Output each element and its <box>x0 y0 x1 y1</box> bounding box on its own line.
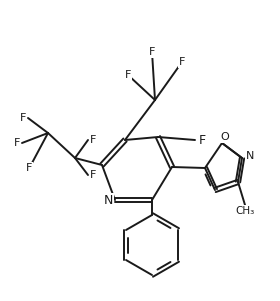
Text: F: F <box>125 70 131 80</box>
Text: F: F <box>149 47 155 57</box>
Text: O: O <box>221 132 229 142</box>
Text: F: F <box>14 138 20 148</box>
Text: F: F <box>90 170 96 180</box>
Text: F: F <box>20 113 26 123</box>
Text: F: F <box>26 163 32 173</box>
Text: F: F <box>90 135 96 145</box>
Text: CH₃: CH₃ <box>235 206 255 216</box>
Text: N: N <box>103 194 113 206</box>
Text: F: F <box>179 57 185 67</box>
Text: N: N <box>246 151 254 161</box>
Text: F: F <box>199 134 206 147</box>
